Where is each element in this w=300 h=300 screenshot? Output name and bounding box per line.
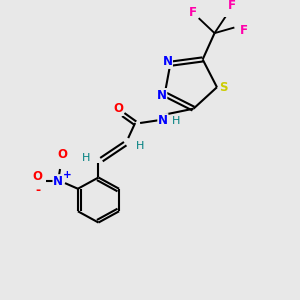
Text: H: H: [81, 153, 90, 163]
Text: -: -: [36, 184, 41, 197]
Text: N: N: [157, 88, 167, 102]
Text: S: S: [219, 81, 227, 94]
Text: H: H: [172, 116, 180, 126]
Text: O: O: [32, 170, 42, 183]
Text: N: N: [162, 56, 172, 68]
Text: O: O: [113, 102, 123, 116]
Text: +: +: [63, 170, 71, 180]
Text: O: O: [57, 148, 67, 161]
Text: N: N: [158, 114, 168, 127]
Text: N: N: [53, 175, 63, 188]
Text: F: F: [189, 6, 197, 19]
Text: H: H: [136, 142, 144, 152]
Text: F: F: [240, 24, 248, 37]
Text: F: F: [227, 0, 236, 12]
